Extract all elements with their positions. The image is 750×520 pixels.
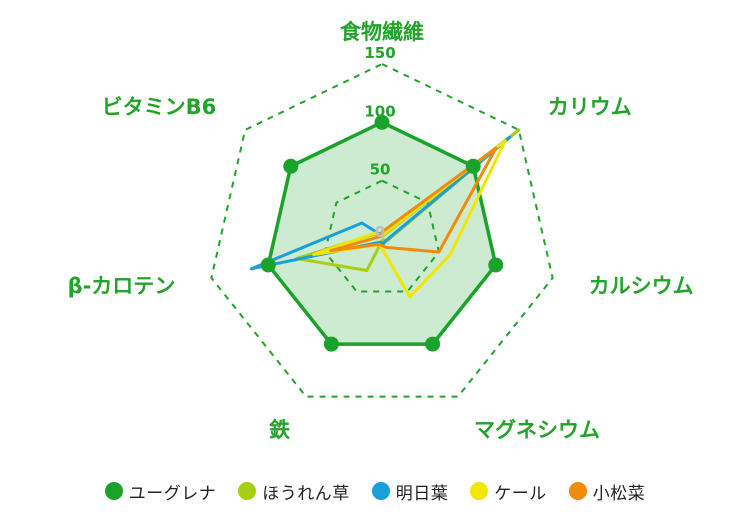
series-1-point-5 (323, 336, 339, 352)
grid-ring-150 (210, 62, 554, 398)
tick-label-150: 150 (364, 44, 395, 62)
axis-label-6: β-カロテン (68, 274, 176, 298)
legend-label: ほうれん草 (262, 483, 350, 504)
series-1-point-6 (260, 257, 276, 273)
radar-series (249, 114, 521, 352)
axis-label-7: ビタミンB6 (102, 95, 217, 119)
radar-ticks: 0 50 100 150 (364, 44, 395, 241)
series-4-polygon (312, 139, 507, 299)
axis-label-2: カリウム (548, 95, 632, 119)
legend-swatch (104, 482, 123, 500)
legend-swatch (470, 482, 489, 500)
axis-label-3: カルシウム (589, 274, 694, 298)
legend-label: 小松菜 (592, 483, 646, 504)
series-1-point-4 (425, 336, 441, 352)
legend-swatch (238, 482, 257, 500)
legend-label: ユーグレナ (128, 483, 217, 504)
legend-swatch (371, 482, 390, 500)
series-1-point-1 (374, 114, 390, 130)
axis-label-4: マグネシウム (474, 418, 600, 442)
axis-label-1: 食物繊維 (340, 20, 424, 44)
legend-item-5: 小松菜 (568, 479, 646, 504)
tick-label-100: 100 (364, 102, 395, 120)
series-1-point-2 (465, 158, 481, 174)
axis-label-5: 鉄 (269, 418, 290, 442)
series-1-point-3 (488, 257, 504, 273)
legend-item-1: ユーグレナ (104, 479, 217, 504)
legend-label: ケール (494, 483, 547, 504)
chart-legend: ユーグレナ ほうれん草 明日葉 ケール 小松菜 (0, 476, 750, 506)
tick-label-50: 50 (370, 161, 391, 179)
legend-item-3: 明日葉 (371, 479, 449, 504)
legend-label: 明日葉 (395, 483, 449, 504)
series-1-point-7 (283, 158, 299, 174)
legend-item-2: ほうれん草 (238, 479, 350, 504)
series-5-polygon (329, 146, 498, 254)
tick-label-0: 0 (375, 223, 385, 241)
radar-grid (210, 62, 554, 398)
legend-swatch (568, 482, 587, 500)
legend-item-4: ケール (470, 479, 547, 504)
